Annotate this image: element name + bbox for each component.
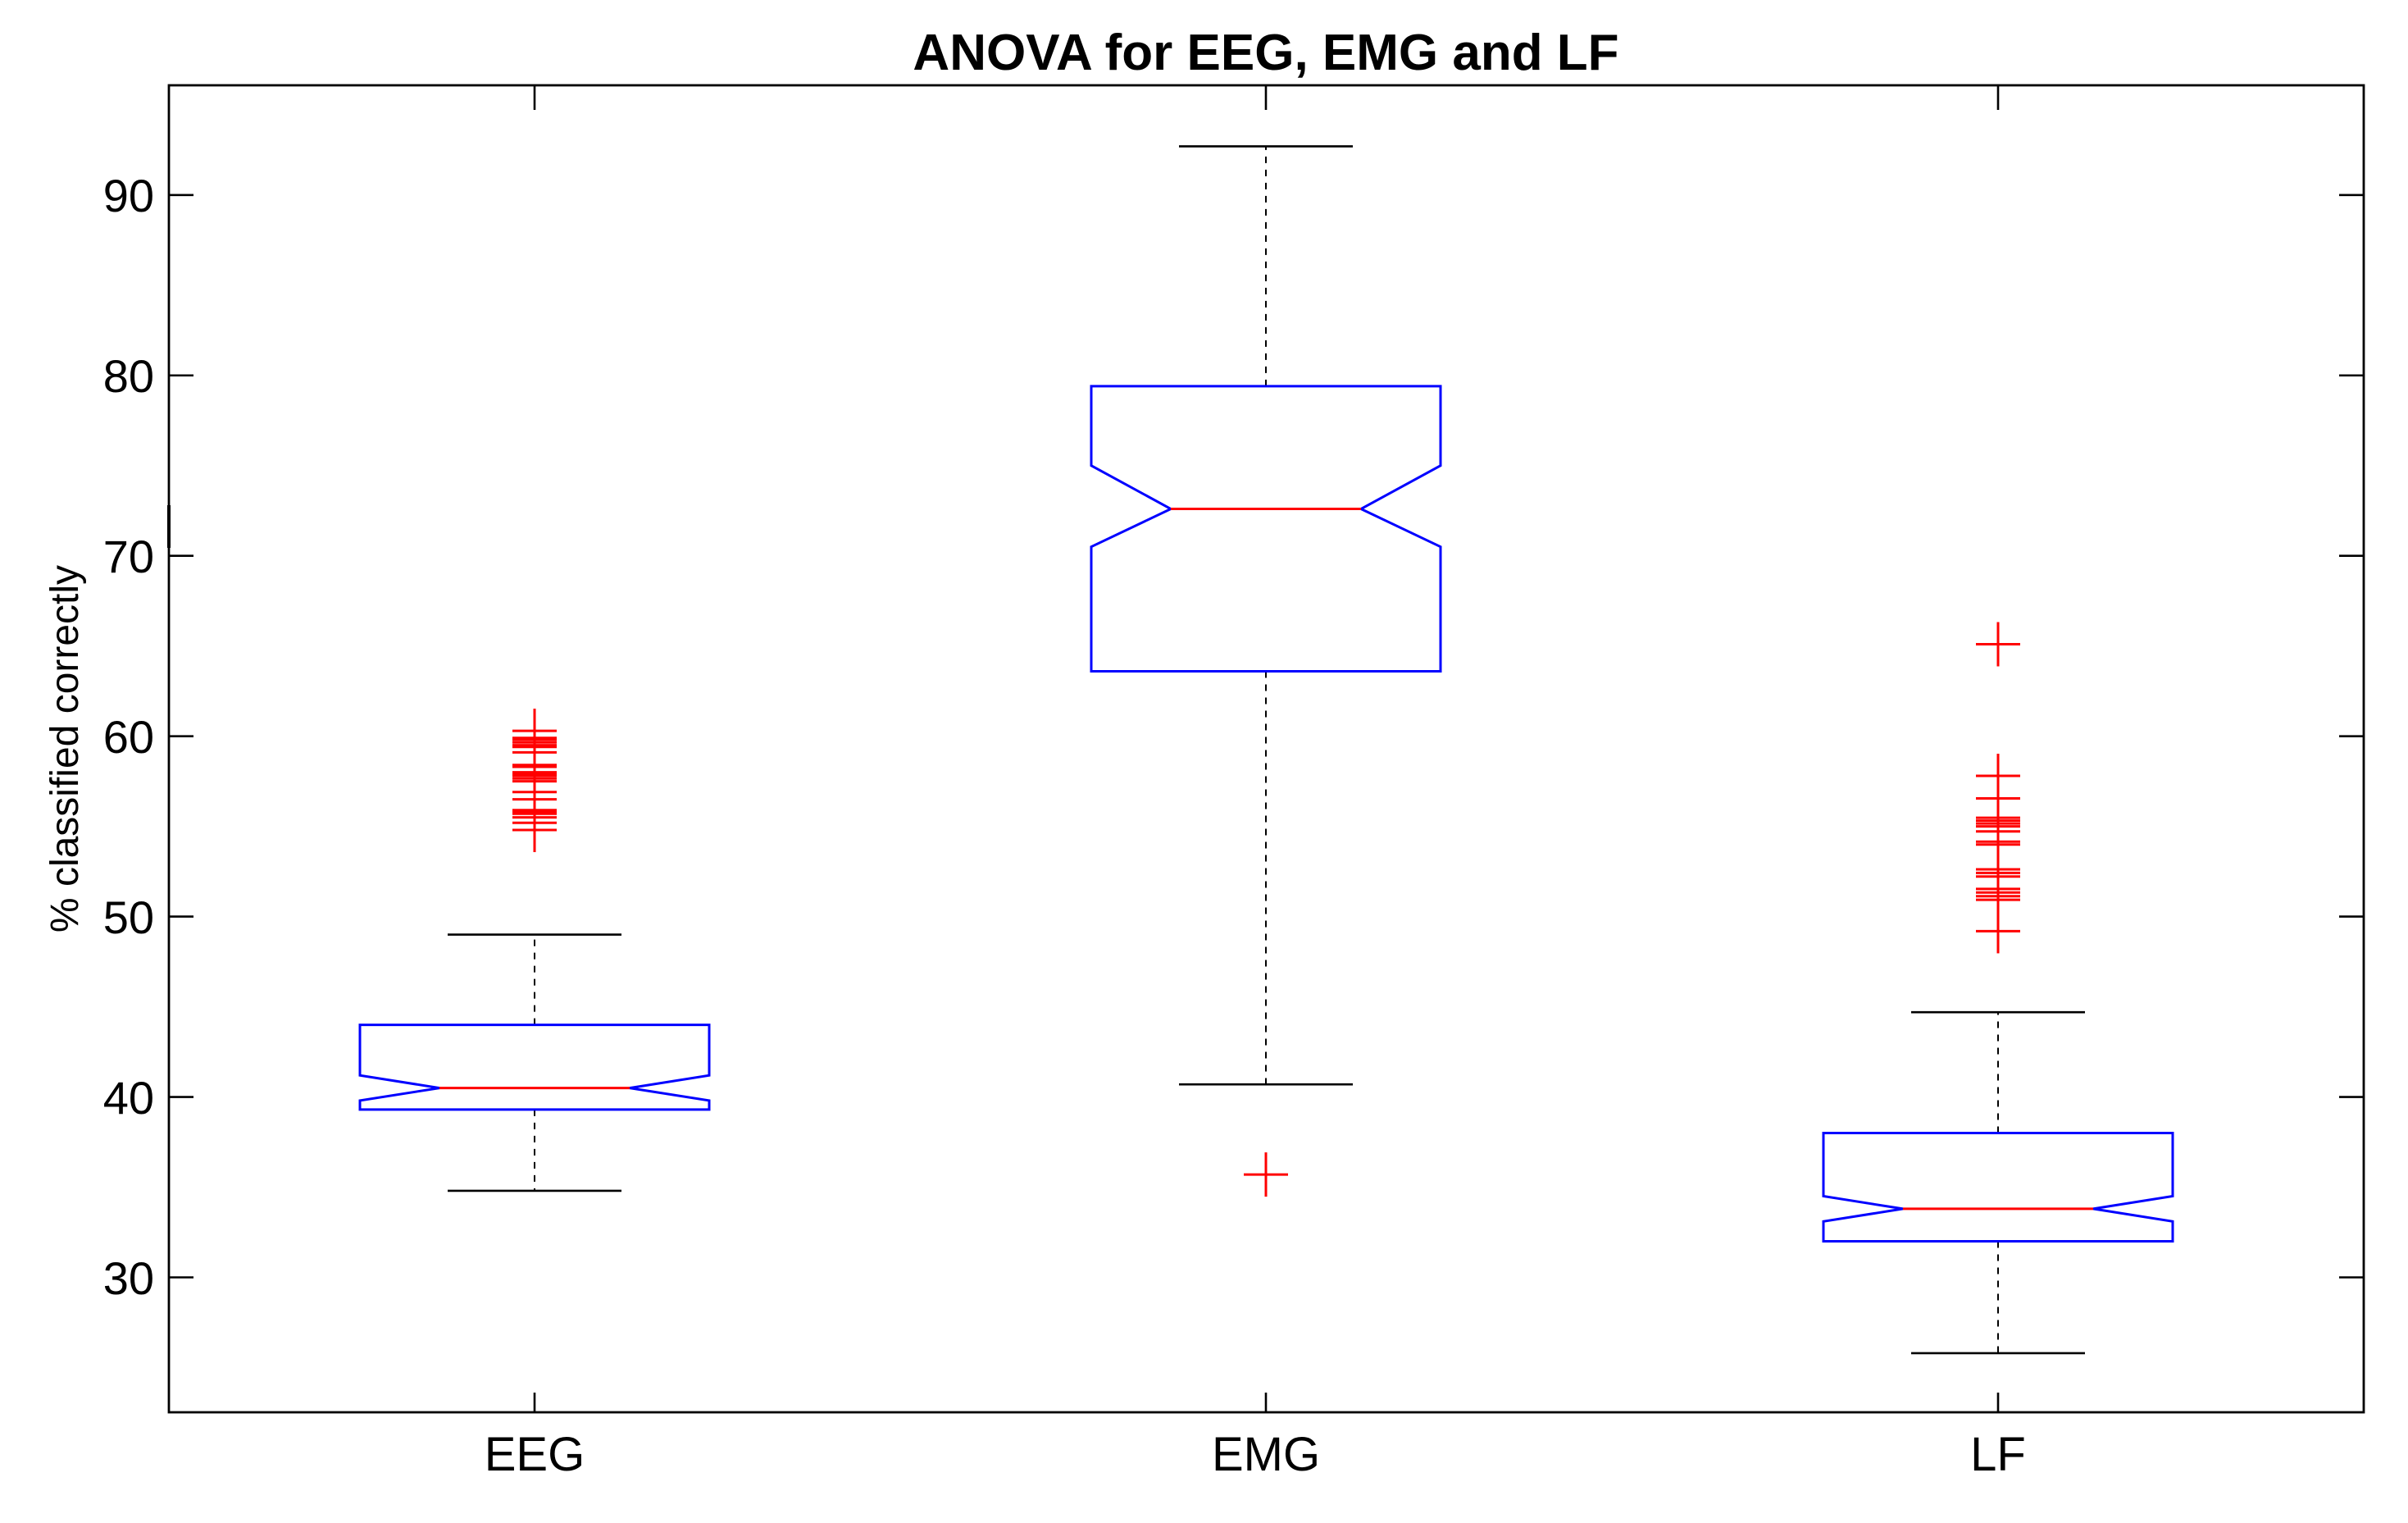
- svg-text:90: 90: [103, 170, 154, 221]
- svg-text:70: 70: [103, 531, 154, 582]
- svg-text:60: 60: [103, 711, 154, 763]
- svg-text:40: 40: [103, 1072, 154, 1124]
- svg-text:80: 80: [103, 350, 154, 402]
- svg-text:30: 30: [103, 1252, 154, 1304]
- svg-text:EEG: EEG: [485, 1428, 585, 1481]
- svg-text:ANOVA for EEG, EMG and LF: ANOVA for EEG, EMG and LF: [913, 25, 1618, 81]
- svg-text:50: 50: [103, 891, 154, 943]
- svg-text:LF: LF: [1970, 1428, 2026, 1481]
- svg-text:% classified correctly: % classified correctly: [43, 565, 87, 932]
- svg-text:EMG: EMG: [1212, 1428, 1320, 1481]
